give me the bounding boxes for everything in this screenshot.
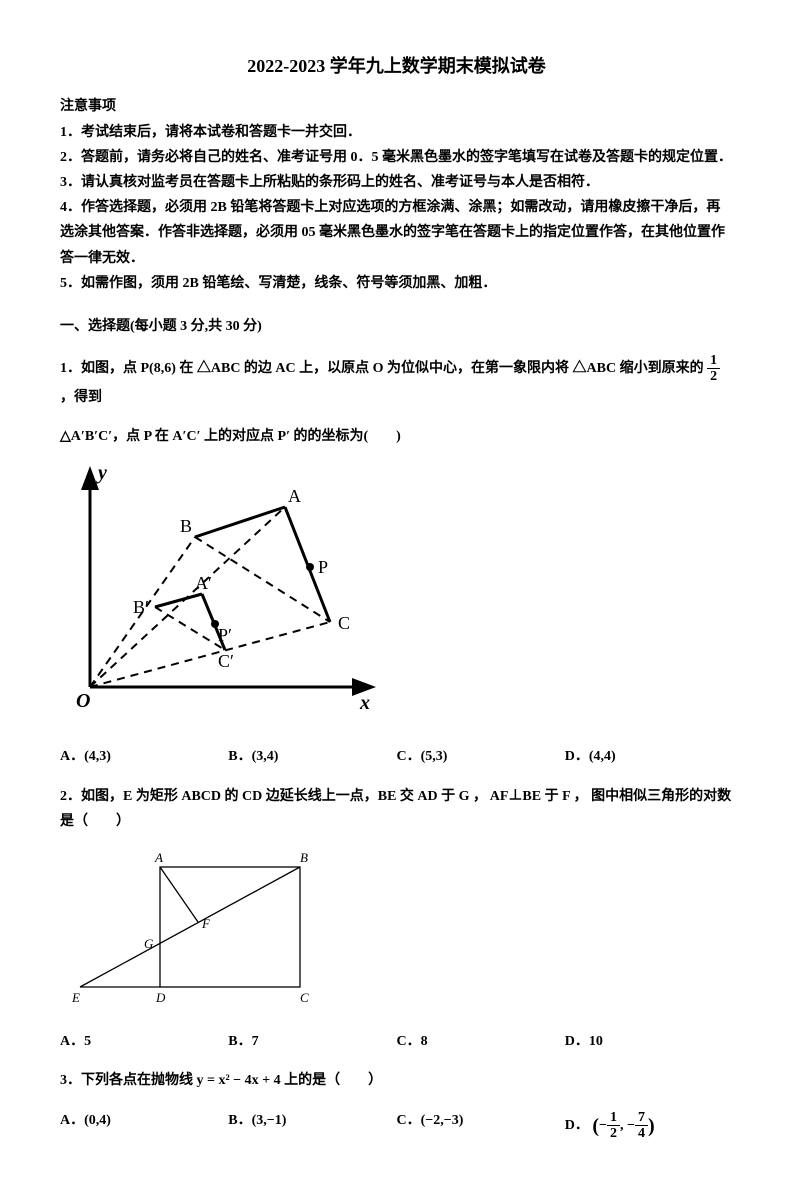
q3-option-d[interactable]: D． (− 1 2 , − 7 4 ) — [565, 1108, 733, 1144]
q1-option-a[interactable]: A．(4,3) — [60, 744, 228, 769]
svg-text:C: C — [338, 613, 350, 633]
svg-text:A: A — [288, 486, 301, 506]
notice-4: 4．作答选择题，必须用 2B 铅笔将答题卡上对应选项的方框涂满、涂黑；如需改动，… — [60, 195, 733, 271]
q3-d-prefix: D． — [565, 1118, 589, 1133]
svg-text:C′: C′ — [218, 651, 234, 671]
q3-option-c[interactable]: C．(−2,−3) — [397, 1108, 565, 1144]
svg-text:A: A — [154, 850, 163, 865]
svg-text:F: F — [201, 916, 211, 931]
notice-1: 1．考试结束后，请将本试卷和答题卡一并交回． — [60, 120, 733, 145]
q3-d-num1: 1 — [607, 1110, 620, 1126]
q2-option-c[interactable]: C．8 — [397, 1029, 565, 1054]
q1-option-d[interactable]: D．(4,4) — [565, 744, 733, 769]
q1-line2: △A′B′C′，点 P 在 A′C′ 上的对应点 P′ 的的坐标为( ) — [60, 424, 733, 449]
q1-frac-den: 2 — [707, 369, 720, 384]
q2-option-b[interactable]: B．7 — [228, 1029, 396, 1054]
q3-d-den1: 2 — [607, 1126, 620, 1141]
q2-option-d[interactable]: D．10 — [565, 1029, 733, 1054]
question-3: 3．下列各点在抛物线 y = x² − 4x + 4 上的是（ ） — [60, 1068, 733, 1093]
svg-text:G: G — [144, 936, 154, 951]
notice-heading: 注意事项 — [60, 94, 733, 119]
svg-text:D: D — [155, 990, 166, 1005]
svg-text:B: B — [300, 850, 308, 865]
svg-text:x: x — [359, 692, 370, 714]
svg-text:A′: A′ — [195, 573, 212, 593]
svg-text:E: E — [71, 990, 80, 1005]
svg-text:B′: B′ — [133, 597, 149, 617]
notice-2: 2．答题前，请务必将自己的姓名、准考证号用 0．5 毫米黑色墨水的签字笔填写在试… — [60, 145, 733, 170]
q1-frac-num: 1 — [707, 353, 720, 369]
q3-option-a[interactable]: A．(0,4) — [60, 1108, 228, 1144]
section-1-heading: 一、选择题(每小题 3 分,共 30 分) — [60, 314, 733, 339]
q1-text-post: ，得到 — [60, 390, 102, 405]
svg-text:y: y — [96, 462, 107, 484]
svg-text:P′: P′ — [218, 625, 232, 645]
q1-option-b[interactable]: B．(3,4) — [228, 744, 396, 769]
q2-figure: A B C D E G F — [60, 842, 733, 1021]
question-2: 2．如图，E 为矩形 ABCD 的 CD 边延长线上一点，BE 交 AD 于 G… — [60, 784, 733, 834]
notice-5: 5．如需作图，须用 2B 铅笔绘、写清楚，线条、符号等须加黑、加粗． — [60, 271, 733, 296]
exam-title: 2022-2023 学年九上数学期末模拟试卷 — [60, 50, 733, 82]
svg-text:B: B — [180, 516, 192, 536]
q3-d-den2: 4 — [635, 1126, 648, 1141]
q1-figure: O x y A B C P A′ B′ C′ P′ — [60, 457, 733, 736]
q3-d-num2: 7 — [635, 1110, 648, 1126]
q1-text-pre: 1．如图，点 P(8,6) 在 △ABC 的边 AC 上，以原点 O 为位似中心… — [60, 361, 707, 376]
q2-option-a[interactable]: A．5 — [60, 1029, 228, 1054]
svg-text:C: C — [300, 990, 309, 1005]
question-1: 1．如图，点 P(8,6) 在 △ABC 的边 AC 上，以原点 O 为位似中心… — [60, 353, 733, 410]
svg-text:O: O — [76, 690, 90, 712]
notice-3: 3．请认真核对监考员在答题卡上所粘贴的条形码上的姓名、准考证号与本人是否相符． — [60, 170, 733, 195]
q3-option-b[interactable]: B．(3,−1) — [228, 1108, 396, 1144]
q1-option-c[interactable]: C．(5,3) — [397, 744, 565, 769]
svg-text:P: P — [318, 557, 328, 577]
